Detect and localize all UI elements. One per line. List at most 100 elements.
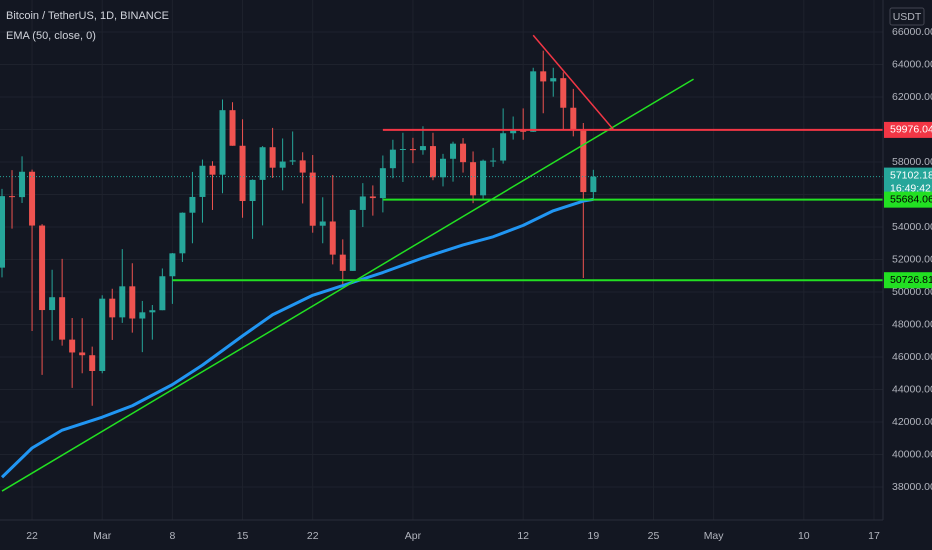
candle-body [470, 162, 477, 196]
x-tick-label: 22 [26, 530, 38, 542]
candle-body [289, 160, 296, 162]
candle-body [189, 196, 196, 213]
candle-body [409, 149, 416, 151]
candle-body [269, 147, 276, 168]
candle-body [490, 160, 497, 162]
candle-body [460, 143, 467, 163]
candle-body [510, 129, 517, 134]
candle-body [299, 160, 306, 173]
candle-body [349, 209, 356, 271]
candle-body [379, 168, 386, 199]
x-tick-label: 22 [307, 530, 319, 542]
candle-body [319, 221, 326, 226]
countdown: 16:49:42 [890, 182, 931, 194]
axes: 38000.00 40000.00 42000.00 44000.00 46000.00… [26, 26, 932, 542]
y-tick-label: 54000.00 [892, 221, 932, 233]
currency: USDT [893, 11, 922, 23]
candle-body [440, 158, 446, 178]
level-box [884, 191, 932, 208]
candle-body [159, 276, 166, 311]
candle-body [59, 297, 66, 340]
y-tick-label: 48000.00 [892, 318, 932, 330]
x-tick-label: May [704, 530, 725, 542]
candle-body [359, 196, 366, 210]
candle-body [329, 221, 336, 255]
candle-body [429, 146, 436, 178]
candle-body [560, 78, 567, 108]
x-tick-label: 25 [648, 530, 660, 542]
candle-body [480, 160, 487, 196]
candle-body [129, 286, 136, 319]
candle-body [450, 143, 457, 159]
candle-body [580, 129, 587, 193]
y-tick-label: 64000.00 [892, 58, 932, 70]
candle-body [339, 254, 346, 271]
candle-body [540, 71, 547, 82]
candle-body [279, 161, 286, 168]
candle-body [69, 339, 76, 353]
y-tick-label: 46000.00 [892, 351, 932, 363]
candle-body [590, 176, 597, 193]
level-label: 50726.81 [890, 274, 932, 286]
price-box [884, 167, 932, 196]
candle-body [0, 196, 5, 268]
y-tick-label: 52000.00 [892, 253, 932, 265]
y-tick-label: 58000.00 [892, 156, 932, 168]
candle-body [419, 146, 426, 151]
candle-body [500, 133, 507, 161]
y-tick-label: 40000.00 [892, 448, 932, 460]
candle-body [109, 298, 116, 318]
candle-body [229, 110, 236, 146]
candle-body [209, 165, 216, 175]
candle-body [239, 145, 246, 202]
candle-body [249, 179, 256, 202]
plot [0, 34, 883, 492]
candle-body [29, 171, 36, 226]
candle-body [530, 71, 537, 132]
candle-body [369, 196, 376, 199]
y-tick-label: 62000.00 [892, 91, 932, 103]
candle-body [199, 165, 206, 197]
candle-body [39, 225, 46, 311]
x-tick-label: 19 [587, 530, 599, 542]
y-tick-label: 42000.00 [892, 416, 932, 428]
x-tick-label: 8 [169, 530, 175, 542]
candle-body [570, 107, 577, 130]
trend-line [532, 34, 614, 130]
candle-body [149, 310, 156, 313]
x-tick-label: 10 [798, 530, 810, 542]
x-tick-label: 15 [237, 530, 249, 542]
y-tick-label: 66000.00 [892, 26, 932, 38]
candle-body [79, 352, 86, 356]
level-box [884, 272, 932, 289]
level-label: 55684.06 [890, 193, 932, 205]
ema-line [0, 197, 594, 479]
currency-box [889, 7, 925, 26]
candle-body [139, 312, 146, 319]
y-tick-label: 50000.00 [892, 286, 932, 298]
x-tick-label: 12 [517, 530, 529, 542]
level-box [884, 121, 932, 138]
candle-body [179, 212, 186, 254]
candle-body [99, 298, 106, 371]
candle-body [259, 147, 266, 180]
y-tick-label: 38000.00 [892, 481, 932, 493]
chart-title: Bitcoin / TetherUS, 1D, BINANCE [6, 10, 169, 22]
price-label: 57102.18 [890, 169, 932, 181]
candle-body [49, 297, 56, 311]
y-tick-label: 44000.00 [892, 383, 932, 395]
level-label: 59976.04 [890, 124, 932, 136]
candle-body [399, 149, 406, 151]
x-tick-label: 17 [868, 530, 880, 542]
candle-body [169, 253, 176, 277]
candle-body [119, 286, 126, 318]
indicator-legend: EMA (50, close, 0) [6, 30, 96, 42]
candle-body [219, 110, 226, 175]
candle-body [550, 78, 557, 82]
candle-body [309, 172, 316, 226]
trend-line [1, 78, 694, 492]
candle-body [9, 196, 16, 198]
candle-body [89, 355, 96, 371]
